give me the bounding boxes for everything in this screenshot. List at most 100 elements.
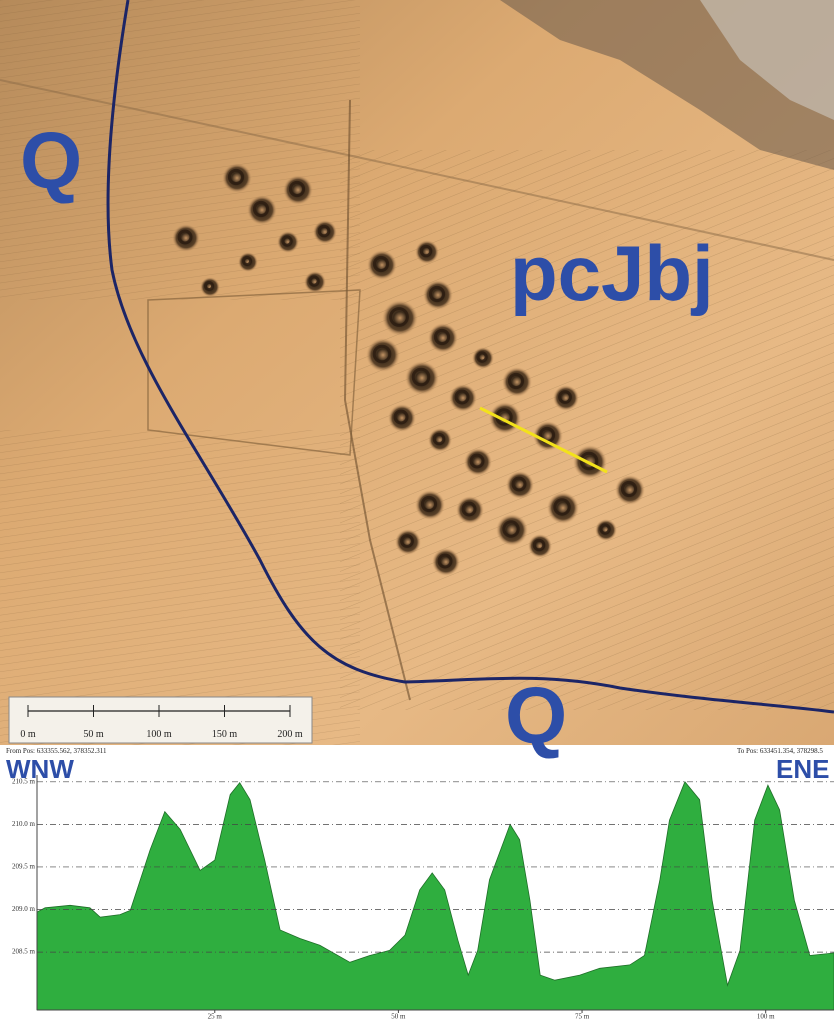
pit <box>595 519 617 541</box>
pit <box>247 195 277 225</box>
pit <box>366 338 400 372</box>
pit-rim <box>469 453 485 469</box>
pit-rim <box>241 255 253 267</box>
pit-rim <box>372 344 392 364</box>
geologic-unit-label: Q <box>505 671 567 760</box>
direction-label: ENE <box>776 754 829 784</box>
pit <box>367 250 397 280</box>
scale-bar-label: 200 m <box>277 729 303 740</box>
x-tick-label: 25 m <box>208 1013 223 1021</box>
pit <box>456 496 484 524</box>
scale-bar-label: 50 m <box>83 729 104 740</box>
profile-line <box>479 406 608 474</box>
geologic-unit-label: pcJbj <box>510 229 714 317</box>
pit <box>428 428 452 452</box>
pit <box>528 534 552 558</box>
pit-rim <box>393 409 409 425</box>
pit-rim <box>553 498 571 516</box>
track <box>343 99 411 701</box>
pit-rim <box>389 307 409 327</box>
pit-rim <box>476 351 488 363</box>
field-furrows <box>0 430 360 745</box>
pit <box>277 231 299 253</box>
pit-rim <box>437 553 453 569</box>
start-position: From Pos: 633355.562, 378352.311 <box>6 747 107 755</box>
pit <box>415 490 445 520</box>
pit-rim <box>599 523 611 535</box>
y-tick-label: 209.0 m <box>12 905 36 913</box>
pit <box>449 384 477 412</box>
x-tick-label: 50 m <box>391 1013 406 1021</box>
pit-rim <box>502 520 520 538</box>
end-position: To Pos: 633451.354, 378298.5 <box>737 747 823 755</box>
pit <box>238 252 258 272</box>
pit-rim <box>511 476 527 492</box>
pit <box>388 404 416 432</box>
pit <box>489 402 521 434</box>
pit <box>464 448 492 476</box>
pit-rim <box>227 168 245 186</box>
pit-rim <box>308 275 320 287</box>
pit-rim <box>579 451 599 471</box>
pit <box>382 300 418 336</box>
pit-rim <box>433 328 451 346</box>
pit <box>172 224 200 252</box>
x-tick-label: 100 m <box>757 1013 775 1021</box>
geologic-unit-label: Q <box>20 116 82 205</box>
pit-rim <box>203 280 215 292</box>
pit-rim <box>420 495 438 513</box>
y-tick-label: 209.5 m <box>12 863 36 871</box>
pit-rim <box>400 534 414 548</box>
pit <box>496 514 528 546</box>
pit-rim <box>281 235 293 247</box>
elevation-area <box>36 781 834 1011</box>
pit-rim <box>461 501 477 517</box>
scale-bar-box <box>8 696 313 744</box>
scale-bar-label: 150 m <box>212 729 238 740</box>
pit-rim <box>419 244 433 258</box>
pit <box>502 367 532 397</box>
pit-rim <box>177 229 193 245</box>
pit-rim <box>507 372 525 390</box>
pit <box>283 175 313 205</box>
y-tick-label: 210.5 m <box>12 777 36 785</box>
y-tick-label: 208.5 m <box>12 948 36 956</box>
pit-rim <box>317 224 331 238</box>
scale-bar: 0 m 50 m 100 m 150 m 200 m <box>8 696 313 744</box>
pit <box>547 492 579 524</box>
pit <box>395 529 421 555</box>
pit-rim <box>454 389 470 405</box>
pit <box>222 163 252 193</box>
scale-bar-label: 0 m <box>20 729 36 740</box>
pit <box>405 361 439 395</box>
track <box>0 79 834 261</box>
spoil-heaps <box>700 0 834 120</box>
scale-bar-label: 100 m <box>146 729 172 740</box>
pit <box>472 347 494 369</box>
map: Q pcJbj Q 0 m 50 m 100 m 150 m 200 m <box>0 0 834 760</box>
geologic-boundary <box>106 0 834 714</box>
direction-label: WNW <box>6 754 74 784</box>
pit-rim <box>558 390 572 404</box>
y-tick-label: 210.0 m <box>12 820 36 828</box>
pit-rim <box>411 367 431 387</box>
pit-rim <box>428 285 446 303</box>
pit <box>313 220 337 244</box>
pit-rim <box>288 180 306 198</box>
pit-rim <box>432 432 446 446</box>
pit <box>553 385 579 411</box>
pit <box>304 271 326 293</box>
pits <box>172 163 645 576</box>
pit-rim <box>532 538 546 552</box>
field-boundary <box>147 289 361 456</box>
pit <box>533 421 563 451</box>
x-tick-label: 75 m <box>575 1013 590 1021</box>
pit <box>415 240 439 264</box>
pit <box>432 548 460 576</box>
elevation-profile: From Pos: 633355.562, 378352.311 To Pos:… <box>6 747 834 1021</box>
pit <box>200 277 220 297</box>
pit <box>428 323 458 353</box>
pit-rim <box>252 200 270 218</box>
